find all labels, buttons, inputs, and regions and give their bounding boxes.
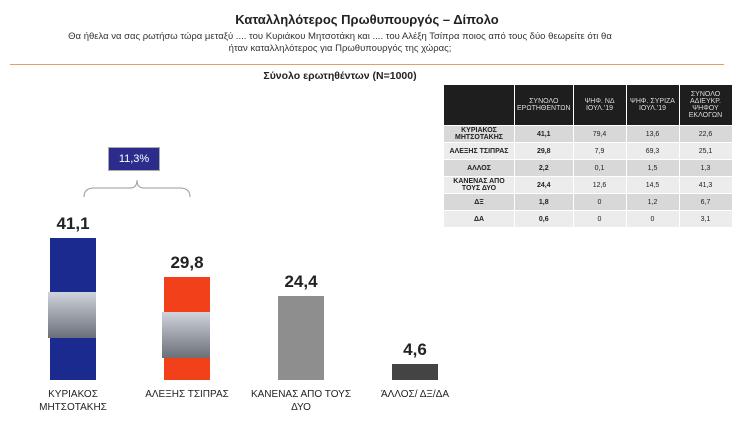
table-row: ΔΞ 1,8 0 1,2 6,7 [443, 193, 733, 211]
table-cell: 0 [572, 193, 627, 211]
category-label: ΚΥΡΙΑΚΟΣ ΜΗΤΣΟΤΑΚΗΣ [39, 389, 107, 413]
value-label: 24,4 [284, 271, 318, 291]
table-row: ΑΛΕΞΗΣ ΤΣΙΠΡΑΣ 29,8 7,9 69,3 25,1 [443, 142, 733, 160]
divider [10, 64, 724, 65]
corner [443, 84, 515, 126]
table-row: ΚΑΝΕΝΑΣ ΑΠΟ ΤΟΥΣ ΔΥΟ 24,4 12,6 14,5 41,3 [443, 176, 733, 194]
value-label: 4,6 [403, 340, 427, 360]
table-cell: 1,3 [678, 159, 733, 177]
table-row: ΚΥΡΙΑΚΟΣ ΜΗΤΣΟΤΑΚΗΣ 41,1 79,4 13,6 22,6 [443, 125, 733, 143]
table-cell: 6,7 [678, 193, 733, 211]
brace [83, 179, 191, 198]
table-cell: ΚΑΝΕΝΑΣ ΑΠΟ ΤΟΥΣ ΔΥΟ [443, 176, 515, 194]
photo [162, 312, 210, 358]
table-cell: 25,1 [678, 142, 733, 160]
bar [278, 295, 324, 380]
bar [392, 364, 438, 380]
table-cell: ΚΥΡΙΑΚΟΣ ΜΗΤΣΟΤΑΚΗΣ [443, 125, 515, 143]
table-cell: 13,6 [625, 125, 680, 143]
table-cell: 3,1 [678, 210, 733, 228]
table-cell: ΔΞ [443, 193, 515, 211]
table-cell: 24,4 [514, 176, 574, 194]
crosstab: ΣΥΝΟΛΟ ΕΡΩΤΗΘΕΝΤΩΝ ΨΗΦ. ΝΔ ΙΟΥΛ.'19 ΨΗΦ. Σ… [443, 84, 733, 228]
table-cell: 0 [572, 210, 627, 228]
chart-title: Καταλληλότερος Πρωθυπουργός – Δίπολο [235, 12, 499, 27]
table-cell: 1,5 [625, 159, 680, 177]
table-cell: 1,8 [514, 193, 574, 211]
value-label: 41,1 [56, 214, 90, 234]
table-cell: 0 [625, 210, 680, 228]
table-cell: ΑΛΕΞΗΣ ΤΣΙΠΡΑΣ [443, 142, 515, 160]
table-cell: 41,3 [678, 176, 733, 194]
column-header: ΨΗΦ. ΣΥΡΙΖΑ ΙΟΥΛ.'19 [625, 84, 680, 126]
table-cell: 79,4 [572, 125, 627, 143]
base-label: Σύνολο ερωτηθέντων (N=1000) [263, 70, 417, 82]
category-label: ΚΑΝΕΝΑΣ ΑΠΟ ΤΟΥΣ ΔΥΟ [250, 389, 352, 413]
category-label: ΑΛΕΞΗΣ ΤΣΙΠΡΑΣ [145, 389, 229, 400]
table-row: ΔΑ 0,6 0 0 3,1 [443, 210, 733, 228]
column-header: ΣΥΝΟΛΟ ΕΡΩΤΗΘΕΝΤΩΝ [514, 84, 574, 126]
table-cell: 41,1 [514, 125, 574, 143]
column-header: ΣΥΝΟΛΟ ΑΔΙΕΥΚΡ. ΨΗΦΟΥ ΕΚΛΟΓΩΝ [678, 84, 733, 126]
table-cell: 14,5 [625, 176, 680, 194]
value-label: 29,8 [170, 253, 204, 273]
table-cell: 29,8 [514, 142, 574, 160]
column-header: ΨΗΦ. ΝΔ ΙΟΥΛ.'19 [572, 84, 627, 126]
table-cell: 7,9 [572, 142, 627, 160]
table-cell: 1,2 [625, 193, 680, 211]
table-cell: 69,3 [625, 142, 680, 160]
table-cell: ΑΛΛΟΣ [443, 159, 515, 177]
table-cell: ΔΑ [443, 210, 515, 228]
table-cell: 2,2 [514, 159, 574, 177]
photo [48, 292, 96, 338]
table-row: ΑΛΛΟΣ 2,2 0,1 1,5 1,3 [443, 159, 733, 177]
category-label: ΆΛΛΟΣ/ ΔΞ/ΔΑ [380, 389, 450, 400]
table-cell: 12,6 [572, 176, 627, 194]
chart-subtitle: Θα ήθελα να σας ρωτήσω τώρα μεταξύ .... … [68, 31, 612, 54]
table-cell: 22,6 [678, 125, 733, 143]
table-cell: 0,6 [514, 210, 574, 228]
table-cell: 0,1 [572, 159, 627, 177]
gap-annotation: 11,3% [108, 147, 160, 171]
